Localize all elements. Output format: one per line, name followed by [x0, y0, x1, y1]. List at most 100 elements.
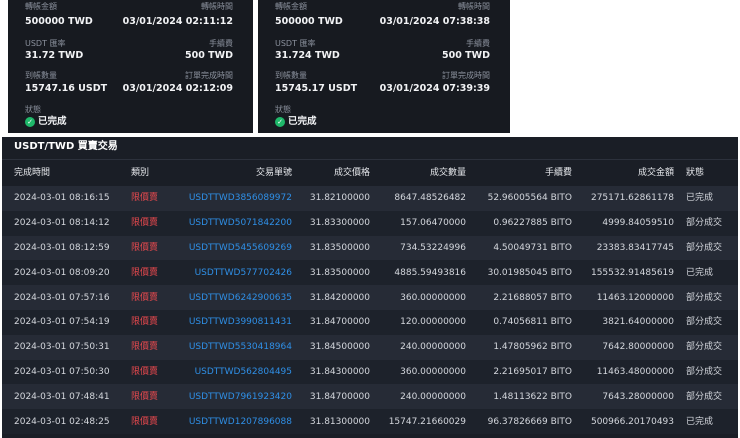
- field-label: 手續費: [466, 39, 490, 48]
- field-label: 轉帳時間: [201, 2, 233, 11]
- field-label: 轉帳時間: [458, 2, 490, 11]
- cell: 2024-03-01 08:09:20: [14, 267, 110, 278]
- cell: 2024-03-01 08:12:59: [14, 242, 110, 253]
- table-title: USDT/TWD 買賣交易: [14, 141, 118, 152]
- cell: 240.00000000: [400, 391, 466, 402]
- column-header: 手續費: [544, 168, 572, 178]
- cell: 31.83500000: [309, 242, 370, 253]
- field-value: 03/01/2024 02:11:12: [122, 16, 233, 27]
- cell: 2024-03-01 07:50:30: [14, 366, 110, 377]
- cell: 734.53224996: [400, 242, 466, 253]
- cell: 157.06470000: [400, 218, 466, 229]
- order-type: 限價賣: [131, 242, 159, 253]
- cell: 1.48113622 BITO: [493, 391, 572, 402]
- field-value: 500000 TWD: [25, 16, 93, 27]
- cell: 155532.91485619: [590, 267, 674, 278]
- order-type: 限價賣: [131, 317, 159, 328]
- cell: 31.84300000: [309, 366, 370, 377]
- field-label: 轉帳金額: [25, 2, 57, 11]
- cell: 部分成交: [686, 292, 723, 303]
- transfer-card: 轉帳金額 500000 TWD 轉帳時間 03/01/2024 07:38:38 USD…: [258, 0, 510, 133]
- table-row: 2024-03-01 07:50:30 限價賣 USDTTWD562804495 31…: [2, 359, 738, 385]
- field-label: 轉帳金額: [275, 2, 307, 11]
- field-value: 03/01/2024 07:38:38: [379, 16, 490, 27]
- cell: 7643.28000000: [602, 391, 674, 402]
- cell: 4999.84059510: [602, 218, 674, 229]
- cell: 275171.62861178: [590, 193, 674, 204]
- order-id-link[interactable]: USDTTWD562804495: [194, 366, 292, 377]
- cell: 240.00000000: [400, 342, 466, 353]
- status-icon: ✓: [25, 117, 35, 127]
- cell: 7642.80000000: [602, 342, 674, 353]
- order-id-link[interactable]: USDTTWD5455609269: [188, 242, 292, 253]
- cell: 96.37826669 BITO: [487, 416, 572, 427]
- cell: 3821.64000000: [602, 317, 674, 328]
- cell: 部分成交: [686, 317, 723, 328]
- field-label: 手續費: [209, 39, 233, 48]
- order-id-link[interactable]: USDTTWD3856089972: [188, 193, 292, 204]
- status-value: 已完成: [38, 116, 67, 127]
- cell: 1.47805962 BITO: [493, 342, 572, 353]
- order-id-link[interactable]: USDTTWD577702426: [194, 267, 292, 278]
- order-type: 限價賣: [131, 366, 159, 377]
- status-value: 已完成: [288, 116, 317, 127]
- order-id-link[interactable]: USDTTWD5071842200: [188, 218, 292, 229]
- table-row: 2024-03-01 08:16:15 限價賣 USDTTWD3856089972 3…: [2, 186, 738, 211]
- field-value: 15745.17 USDT: [275, 83, 358, 94]
- cell: 31.84700000: [309, 391, 370, 402]
- cell: 2024-03-01 07:54:19: [14, 317, 110, 328]
- field-label: 到帳數量: [25, 71, 57, 80]
- cell: 已完成: [686, 193, 714, 204]
- field-value: 03/01/2024 02:12:09: [122, 83, 233, 94]
- field-value: 500 TWD: [442, 50, 490, 61]
- cell: 360.00000000: [400, 292, 466, 303]
- field-value: 500 TWD: [185, 50, 233, 61]
- table-row: 2024-03-01 07:54:19 限價賣 USDTTWD3990811431 3…: [2, 310, 738, 335]
- table-row: 2024-03-01 07:50:31 限價賣 USDTTWD5530418964 3…: [2, 334, 738, 360]
- cell: 11463.48000000: [596, 366, 674, 377]
- order-id-link[interactable]: USDTTWD5530418964: [188, 342, 292, 353]
- cell: 部分成交: [686, 242, 723, 253]
- cell: 2024-03-01 07:50:31: [14, 342, 110, 353]
- cell: 11463.12000000: [596, 292, 674, 303]
- field-value: 500000 TWD: [275, 16, 343, 27]
- column-header: 完成時間: [14, 168, 51, 178]
- table-row: 2024-03-01 08:14:12 限價賣 USDTTWD5071842200 3…: [2, 210, 738, 236]
- cell: 360.00000000: [400, 366, 466, 377]
- table-row: 2024-03-01 08:09:20 限價賣 USDTTWD577702426 31…: [2, 260, 738, 286]
- order-id-link[interactable]: USDTTWD6242900635: [188, 292, 292, 303]
- cell: 30.01985045 BITO: [487, 267, 572, 278]
- order-id-link[interactable]: USDTTWD7961923420: [188, 391, 292, 402]
- cell: 2.21695017 BITO: [493, 366, 572, 377]
- table-row: 2024-03-01 02:48:25 限價賣 USDTTWD1207896088 3…: [2, 409, 738, 434]
- cell: 23383.83417745: [596, 242, 674, 253]
- trade-table: USDT/TWD 買賣交易 完成時間 類別 交易單號 成交價格 成交數量 手續費 成交金額 狀…: [2, 137, 738, 438]
- cell: 31.84700000: [309, 317, 370, 328]
- order-id-link[interactable]: USDTTWD1207896088: [188, 416, 292, 427]
- cell: 部分成交: [686, 342, 723, 353]
- order-id-link[interactable]: USDTTWD3990811431: [188, 317, 292, 328]
- cell: 31.83500000: [309, 267, 370, 278]
- cell: 2024-03-01 07:48:41: [14, 391, 110, 402]
- cell: 0.74056811 BITO: [493, 317, 572, 328]
- field-label: USDT 匯率: [275, 39, 316, 48]
- cell: 15747.21660029: [388, 416, 466, 427]
- cell: 2024-03-01 08:14:12: [14, 218, 110, 229]
- order-type: 限價賣: [131, 391, 159, 402]
- cell: 31.82100000: [309, 193, 370, 204]
- cell: 8647.48526482: [394, 193, 466, 204]
- order-type: 限價賣: [131, 292, 159, 303]
- table-row: 2024-03-01 07:48:41 限價賣 USDTTWD7961923420 3…: [2, 384, 738, 410]
- status-icon: ✓: [275, 117, 285, 127]
- order-type: 限價賣: [131, 416, 159, 427]
- field-value: 03/01/2024 07:39:39: [379, 83, 490, 94]
- order-type: 限價賣: [131, 193, 159, 204]
- column-header: 成交數量: [429, 168, 466, 178]
- order-type: 限價賣: [131, 267, 159, 278]
- cell: 31.84500000: [309, 342, 370, 353]
- column-header: 成交價格: [333, 168, 370, 178]
- order-type: 限價賣: [131, 342, 159, 353]
- cell: 31.84200000: [309, 292, 370, 303]
- column-header: 狀態: [686, 168, 705, 178]
- table-row: 2024-03-01 07:57:16 限價賣 USDTTWD6242900635 3…: [2, 285, 738, 310]
